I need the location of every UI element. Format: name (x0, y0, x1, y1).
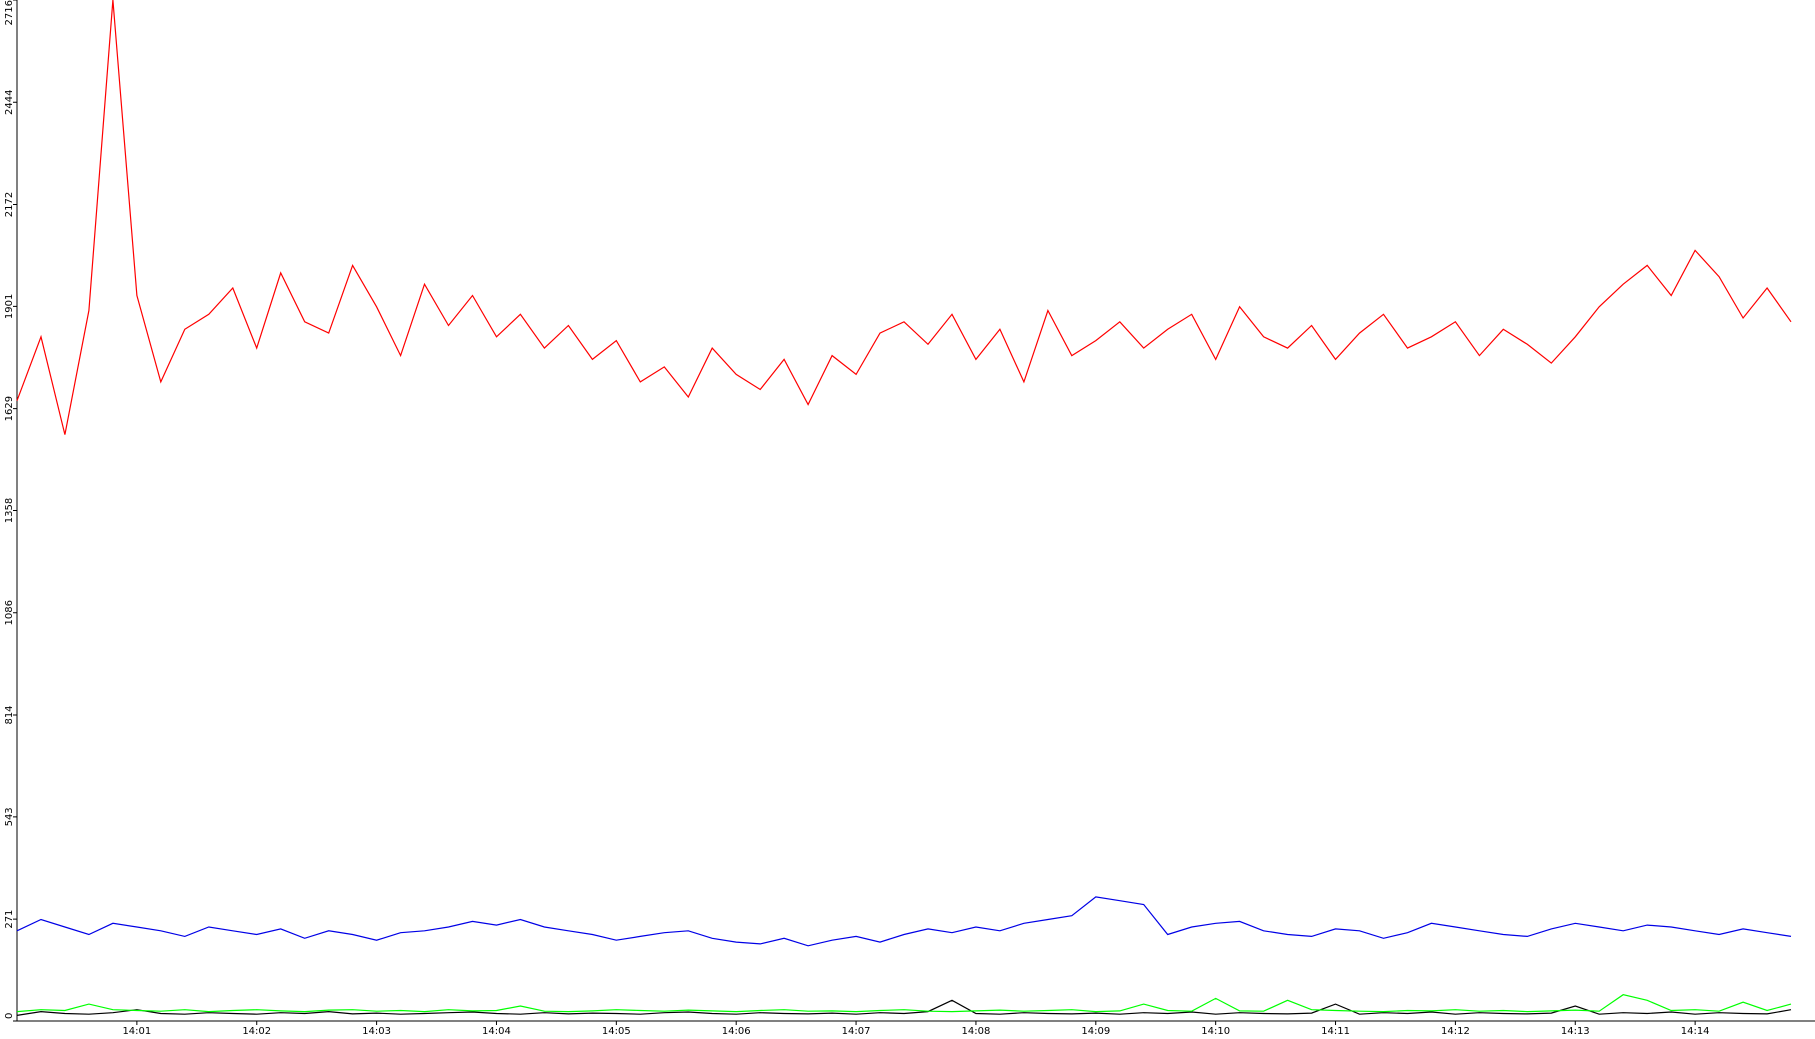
x-tick-label: 14:06 (722, 1026, 751, 1037)
x-tick-label: 14:12 (1441, 1026, 1470, 1037)
y-tick-label: 2444 (4, 90, 15, 115)
y-tick-label: 271 (4, 910, 15, 929)
y-tick-label: 2172 (4, 192, 15, 217)
x-tick-label: 14:09 (1081, 1026, 1110, 1037)
x-tick-label: 14:10 (1201, 1026, 1230, 1037)
series-line (16, 896, 1792, 947)
y-tick-label: 814 (4, 705, 15, 724)
y-tick-label: 1358 (4, 498, 15, 523)
x-tick-label: 14:01 (122, 1026, 151, 1037)
y-tick-label: 1901 (4, 294, 15, 319)
y-tick-label: 2716 (4, 0, 15, 25)
y-tick-label: 543 (4, 807, 15, 826)
x-tick-label: 14:14 (1681, 1026, 1710, 1037)
x-tick-label: 14:02 (242, 1026, 271, 1037)
x-tick-label: 14:11 (1321, 1026, 1350, 1037)
series-line (16, 994, 1792, 1013)
y-tick-label: 1086 (4, 600, 15, 625)
series-line (16, 999, 1792, 1016)
x-tick-label: 14:03 (362, 1026, 391, 1037)
y-tick-label: 0 (4, 1013, 15, 1019)
x-tick-label: 14:08 (962, 1026, 991, 1037)
x-tick-label: 14:13 (1561, 1026, 1590, 1037)
y-tick-label: 1629 (4, 396, 15, 421)
x-tick-label: 14:04 (482, 1026, 511, 1037)
series-line (16, 0, 1792, 435)
x-tick-label: 14:07 (842, 1026, 871, 1037)
x-tick-label: 14:05 (602, 1026, 631, 1037)
